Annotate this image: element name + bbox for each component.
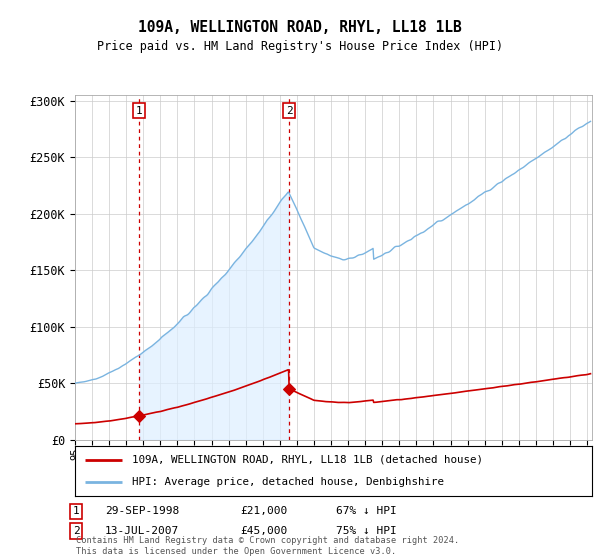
Text: Price paid vs. HM Land Registry's House Price Index (HPI): Price paid vs. HM Land Registry's House … <box>97 40 503 53</box>
Point <box>134 412 144 421</box>
Text: 29-SEP-1998: 29-SEP-1998 <box>105 506 179 516</box>
Text: 1: 1 <box>73 506 80 516</box>
Point <box>284 384 294 393</box>
Text: HPI: Average price, detached house, Denbighshire: HPI: Average price, detached house, Denb… <box>132 477 444 487</box>
Text: 2: 2 <box>73 526 80 536</box>
Text: 109A, WELLINGTON ROAD, RHYL, LL18 1LB: 109A, WELLINGTON ROAD, RHYL, LL18 1LB <box>138 20 462 35</box>
Text: 109A, WELLINGTON ROAD, RHYL, LL18 1LB (detached house): 109A, WELLINGTON ROAD, RHYL, LL18 1LB (d… <box>132 455 483 465</box>
Text: 2: 2 <box>286 106 292 116</box>
Text: 75% ↓ HPI: 75% ↓ HPI <box>336 526 397 536</box>
Text: 67% ↓ HPI: 67% ↓ HPI <box>336 506 397 516</box>
Text: £21,000: £21,000 <box>240 506 287 516</box>
Text: 13-JUL-2007: 13-JUL-2007 <box>105 526 179 536</box>
Text: 1: 1 <box>136 106 142 116</box>
Text: Contains HM Land Registry data © Crown copyright and database right 2024.
This d: Contains HM Land Registry data © Crown c… <box>76 536 460 556</box>
Text: £45,000: £45,000 <box>240 526 287 536</box>
